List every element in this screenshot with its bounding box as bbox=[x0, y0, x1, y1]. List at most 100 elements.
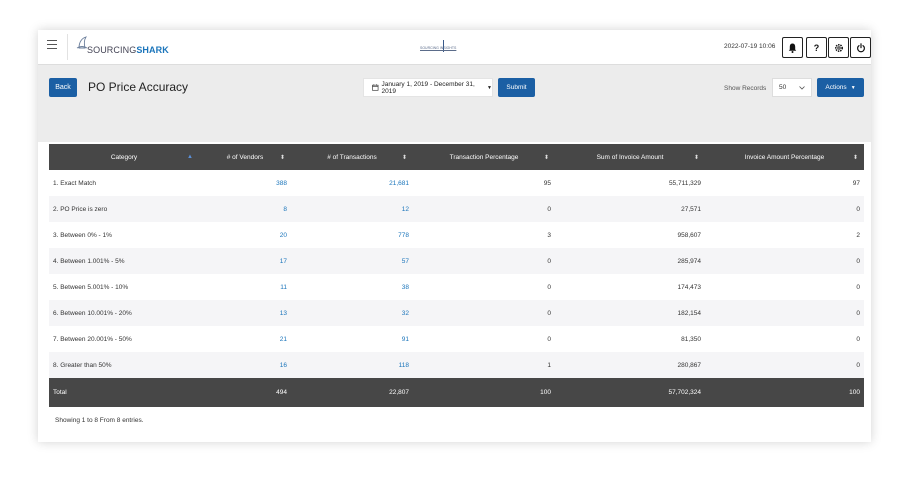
cell-invoice-percentage: 0 bbox=[856, 309, 860, 317]
cell-transactions: 118 bbox=[291, 352, 413, 378]
cell-transactions: 32 bbox=[291, 300, 413, 326]
column-header-transactions[interactable]: # of Transactions ⬍ bbox=[327, 153, 407, 162]
submit-button[interactable]: Submit bbox=[498, 78, 535, 97]
chevron-down-icon bbox=[799, 85, 805, 90]
cell-invoice-sum: 81,350 bbox=[681, 335, 701, 343]
vendors-link[interactable]: 20 bbox=[279, 231, 287, 239]
cell-category: 6. Between 10.001% - 20% bbox=[53, 309, 132, 317]
sort-icon: ⬍ bbox=[279, 155, 285, 161]
vendors-link[interactable]: 16 bbox=[279, 361, 287, 369]
power-icon bbox=[856, 42, 865, 52]
cell-transaction-percentage: 0 bbox=[547, 335, 551, 343]
sort-icon: ⬍ bbox=[693, 155, 699, 161]
table-row: 3. Between 0% - 1% 20 778 3 958,607 2 bbox=[49, 222, 864, 248]
date-range-value: January 1, 2019 - December 31, 2019 bbox=[381, 80, 475, 95]
notifications-button[interactable] bbox=[782, 37, 803, 58]
vendors-link[interactable]: 13 bbox=[279, 309, 287, 317]
cell-invoice-percentage: 0 bbox=[856, 361, 860, 369]
question-icon: ? bbox=[813, 42, 820, 53]
help-button[interactable]: ? bbox=[806, 37, 827, 58]
cell-invoice-sum: 174,473 bbox=[677, 283, 702, 291]
shark-fin-icon bbox=[76, 36, 88, 49]
cell-invoice-percentage: 0 bbox=[856, 257, 860, 265]
page-title: PO Price Accuracy bbox=[88, 80, 189, 94]
cell-transaction-percentage: 1 bbox=[547, 361, 551, 369]
column-header-invoice-sum[interactable]: Sum of Invoice Amount ⬍ bbox=[596, 153, 699, 162]
logo-text: SOURCINGSHARK bbox=[87, 45, 169, 55]
cell-category: 3. Between 0% - 1% bbox=[53, 231, 112, 239]
column-header-category[interactable]: Category ▲ bbox=[110, 153, 193, 161]
sort-icon: ⬍ bbox=[852, 155, 858, 161]
caret-down-icon: ▼ bbox=[850, 84, 856, 91]
total-vendors: 494 bbox=[276, 389, 287, 396]
table-row: 2. PO Price is zero 8 12 0 27,571 0 bbox=[49, 196, 864, 222]
transactions-link[interactable]: 778 bbox=[398, 231, 409, 239]
cell-transaction-percentage: 0 bbox=[547, 283, 551, 291]
transactions-link[interactable]: 91 bbox=[401, 335, 409, 343]
toolbar-area bbox=[38, 65, 871, 142]
cell-invoice-sum: 55,711,329 bbox=[668, 179, 701, 187]
transactions-link[interactable]: 38 bbox=[401, 283, 409, 291]
vendors-link[interactable]: 17 bbox=[279, 257, 287, 265]
cell-transaction-percentage: 95 bbox=[543, 179, 551, 187]
transactions-link[interactable]: 118 bbox=[398, 361, 409, 369]
cell-category: 8. Greater than 50% bbox=[53, 361, 112, 369]
column-header-vendors[interactable]: # of Vendors ⬍ bbox=[226, 153, 285, 162]
app-window: SOURCINGSHARK SOURCING INSIGHTS 2022-07-… bbox=[38, 30, 871, 442]
transactions-link[interactable]: 12 bbox=[401, 205, 409, 213]
cell-invoice-percentage: 0 bbox=[856, 205, 860, 213]
center-logo-mark bbox=[443, 40, 444, 52]
table-row: 1. Exact Match 388 21,681 95 55,711,329 … bbox=[49, 170, 864, 196]
cell-category: 4. Between 1.001% - 5% bbox=[53, 257, 125, 265]
transactions-link[interactable]: 57 bbox=[401, 257, 409, 265]
cell-vendors: 17 bbox=[199, 248, 291, 274]
show-records-select[interactable]: 50 bbox=[772, 78, 812, 97]
cell-vendors: 8 bbox=[199, 196, 291, 222]
table-row: 5. Between 5.001% - 10% 11 38 0 174,473 … bbox=[49, 274, 864, 300]
logo[interactable]: SOURCINGSHARK bbox=[76, 36, 169, 55]
table-row: 4. Between 1.001% - 5% 17 57 0 285,974 0 bbox=[49, 248, 864, 274]
power-button[interactable] bbox=[850, 37, 871, 58]
cell-transactions: 91 bbox=[291, 326, 413, 352]
sort-icon: ⬍ bbox=[401, 155, 407, 161]
vendors-link[interactable]: 21 bbox=[279, 335, 287, 343]
sort-icon: ⬍ bbox=[543, 155, 549, 161]
transactions-link[interactable]: 32 bbox=[401, 309, 409, 317]
cell-vendors: 13 bbox=[199, 300, 291, 326]
entries-info: Showing 1 to 8 From 8 entries. bbox=[55, 417, 144, 424]
caret-down-icon: ▼ bbox=[487, 84, 492, 91]
column-header-transaction-percentage[interactable]: Transaction Percentage ⬍ bbox=[449, 153, 549, 162]
cell-transactions: 57 bbox=[291, 248, 413, 274]
show-records-label: Show Records bbox=[724, 85, 767, 92]
vendors-link[interactable]: 11 bbox=[280, 283, 287, 291]
cell-invoice-sum: 280,867 bbox=[677, 361, 702, 369]
settings-button[interactable] bbox=[828, 37, 849, 58]
total-transaction-percentage: 100 bbox=[540, 389, 551, 396]
sort-asc-icon: ▲ bbox=[187, 154, 193, 160]
cell-invoice-sum: 27,571 bbox=[681, 205, 701, 213]
calendar-icon bbox=[372, 84, 379, 91]
center-logo: SOURCING INSIGHTS bbox=[420, 40, 472, 54]
transactions-link[interactable]: 21,681 bbox=[389, 179, 409, 187]
back-button[interactable]: Back bbox=[49, 78, 77, 97]
cell-vendors: 20 bbox=[199, 222, 291, 248]
cell-invoice-sum: 958,607 bbox=[677, 231, 702, 239]
total-transactions: 22,807 bbox=[389, 389, 409, 396]
column-header-invoice-percentage[interactable]: Invoice Amount Percentage ⬍ bbox=[744, 153, 858, 162]
current-datetime: 2022-07-19 10:06 bbox=[724, 43, 776, 50]
date-range-picker[interactable]: January 1, 2019 - December 31, 2019 ▼ bbox=[363, 78, 493, 97]
actions-button[interactable]: Actions ▼ bbox=[817, 78, 864, 97]
cell-transactions: 21,681 bbox=[291, 170, 413, 196]
vendors-link[interactable]: 388 bbox=[276, 179, 287, 187]
cell-category: 2. PO Price is zero bbox=[53, 205, 108, 213]
table-total-row: Total 494 22,807 100 57,702,324 100 bbox=[49, 378, 864, 407]
table-header-row: Category ▲ # of Vendors ⬍ # of Transaction… bbox=[49, 144, 864, 170]
vendors-link[interactable]: 8 bbox=[283, 205, 287, 213]
cell-transactions: 38 bbox=[291, 274, 413, 300]
cell-vendors: 21 bbox=[199, 326, 291, 352]
divider bbox=[67, 34, 68, 60]
cell-invoice-percentage: 0 bbox=[856, 283, 860, 291]
cell-vendors: 388 bbox=[199, 170, 291, 196]
menu-icon[interactable] bbox=[47, 40, 57, 49]
cell-invoice-percentage: 0 bbox=[856, 335, 860, 343]
